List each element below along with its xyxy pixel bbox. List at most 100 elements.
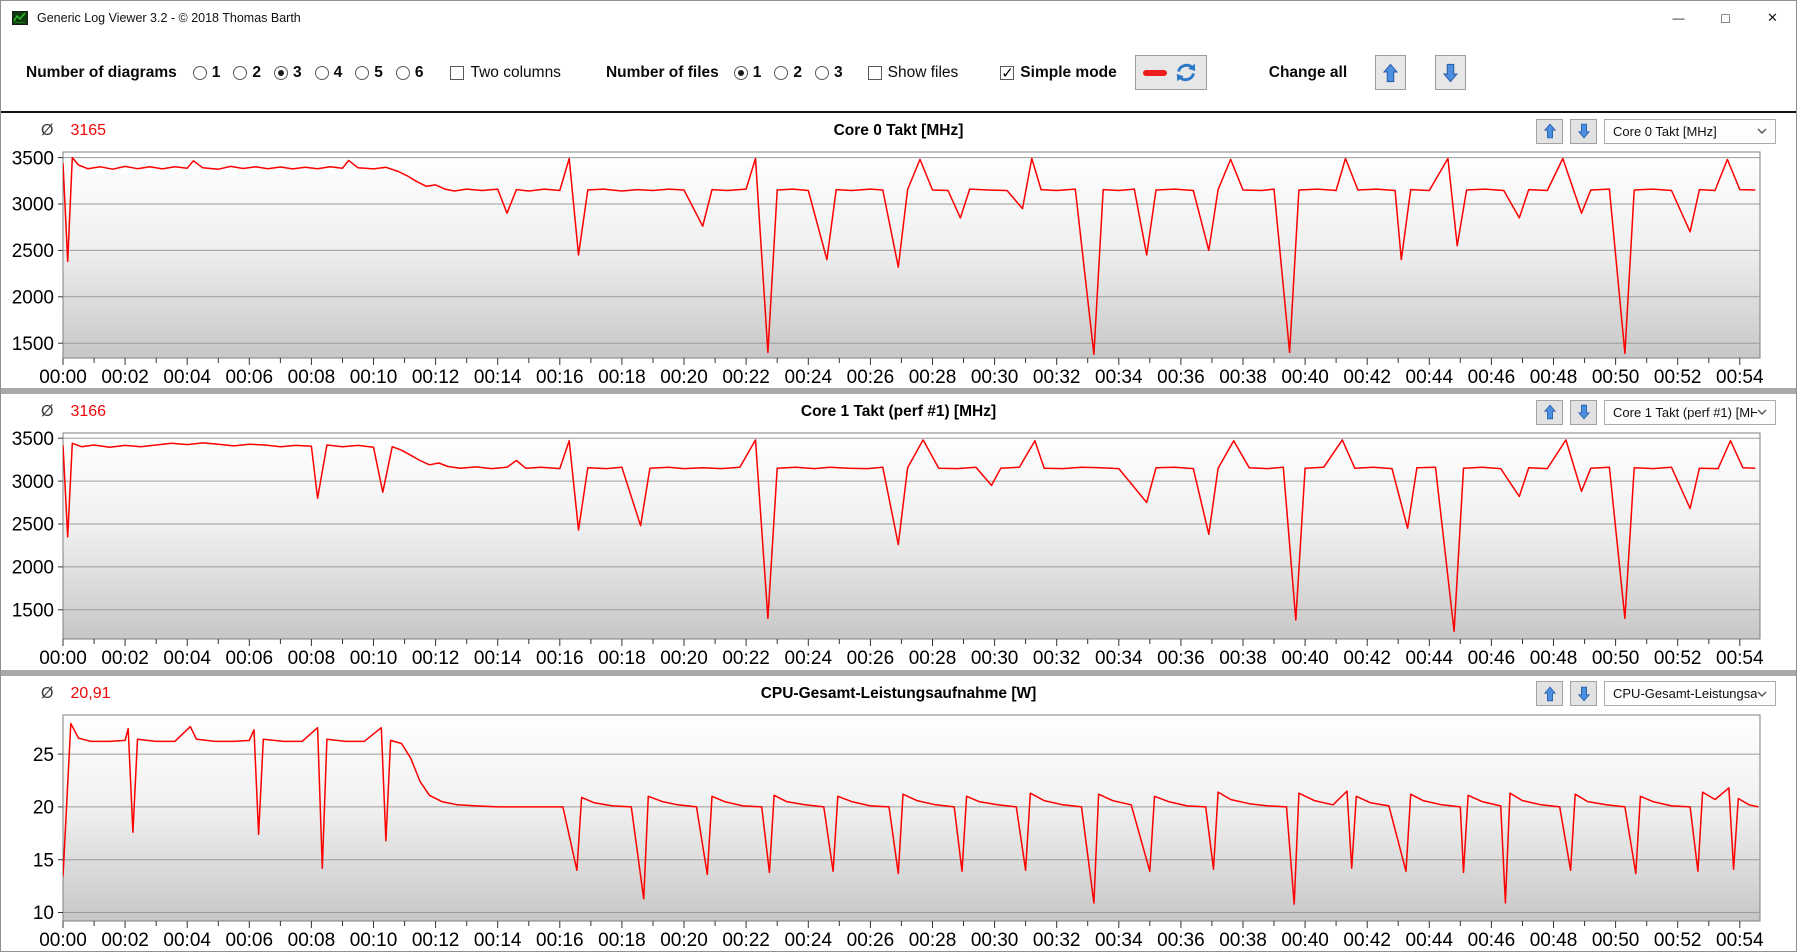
chart3-move-up-button[interactable] [1536, 681, 1563, 707]
files-radio-3[interactable]: 3 [815, 64, 843, 82]
chart1-move-up-button[interactable] [1536, 118, 1563, 144]
svg-text:00:46: 00:46 [1468, 930, 1516, 951]
svg-text:00:14: 00:14 [474, 648, 522, 669]
charts-container: Ø 3165 Core 0 Takt [MHz] Core 0 Takt [MH… [1, 111, 1796, 951]
chart2-move-up-button[interactable] [1536, 399, 1563, 425]
svg-text:00:18: 00:18 [598, 648, 646, 669]
maximize-button[interactable]: □ [1702, 1, 1749, 34]
chart3-move-down-button[interactable] [1570, 681, 1597, 707]
svg-text:00:28: 00:28 [909, 367, 957, 388]
diagrams-radio-3[interactable]: 3 [273, 64, 302, 82]
chevron-down-icon [1757, 409, 1767, 416]
svg-text:00:14: 00:14 [474, 367, 522, 388]
panel-separator[interactable] [1, 388, 1796, 395]
svg-text:00:44: 00:44 [1406, 367, 1454, 388]
svg-text:00:52: 00:52 [1654, 648, 1702, 669]
arrow-up-icon [1543, 123, 1556, 139]
diagrams-radio-4[interactable]: 4 [314, 64, 342, 82]
line-style-refresh-button[interactable] [1134, 55, 1207, 90]
svg-text:2000: 2000 [12, 287, 54, 308]
svg-text:3000: 3000 [12, 472, 54, 493]
svg-text:3000: 3000 [12, 195, 54, 216]
titlebar: Generic Log Viewer 3.2 - © 2018 Thomas B… [1, 1, 1796, 34]
arrow-up-icon [1543, 686, 1556, 702]
svg-text:2500: 2500 [12, 515, 54, 536]
chart2-channel-select[interactable]: Core 1 Takt (perf #1) [MH [1604, 399, 1776, 425]
svg-text:15: 15 [33, 850, 54, 871]
arrow-down-icon [1577, 404, 1590, 420]
svg-text:00:52: 00:52 [1654, 930, 1702, 951]
svg-text:00:42: 00:42 [1343, 930, 1391, 951]
chart3-channel-select[interactable]: CPU-Gesamt-Leistungsau [1604, 681, 1776, 707]
svg-text:00:38: 00:38 [1219, 648, 1267, 669]
svg-text:00:40: 00:40 [1281, 367, 1329, 388]
svg-text:00:34: 00:34 [1095, 930, 1143, 951]
simple-mode-checkbox[interactable]: Simple mode [1000, 64, 1117, 82]
change-all-down-button[interactable] [1435, 55, 1467, 90]
svg-text:00:38: 00:38 [1219, 367, 1267, 388]
chart2-average-value: 3166 [70, 403, 107, 421]
chart1-channel-select[interactable]: Core 0 Takt [MHz] [1604, 118, 1776, 144]
chart1-average-value: 3165 [70, 122, 107, 139]
files-radio-1[interactable]: 1 [733, 64, 761, 82]
svg-text:00:22: 00:22 [722, 648, 770, 669]
svg-text:00:50: 00:50 [1592, 930, 1640, 951]
chart3-plot: 10 15 20 25 00:00 00:02 00:04 00:06 00:08 00:10 00… [9, 709, 1788, 951]
svg-text:3500: 3500 [12, 429, 54, 450]
svg-text:00:08: 00:08 [288, 930, 336, 951]
svg-text:00:20: 00:20 [660, 930, 708, 951]
svg-text:00:02: 00:02 [101, 367, 149, 388]
svg-text:00:02: 00:02 [101, 930, 149, 951]
chart1-move-down-button[interactable] [1570, 118, 1597, 144]
svg-text:00:28: 00:28 [909, 930, 957, 951]
app-logo-icon [12, 10, 28, 26]
chart2-header: Ø 3166 Core 1 Takt (perf #1) [MHz] Core … [9, 397, 1788, 427]
diagrams-radio-6[interactable]: 6 [395, 64, 423, 82]
change-all-up-button[interactable] [1375, 55, 1407, 90]
svg-text:00:54: 00:54 [1716, 367, 1764, 388]
svg-text:00:12: 00:12 [412, 648, 460, 669]
chart2-move-down-button[interactable] [1570, 399, 1597, 425]
chart-panel-2: Ø 3166 Core 1 Takt (perf #1) [MHz] Core … [1, 394, 1796, 669]
svg-text:00:36: 00:36 [1157, 648, 1205, 669]
sync-icon [1174, 62, 1198, 83]
diagrams-radio-5[interactable]: 5 [355, 64, 383, 82]
svg-text:00:36: 00:36 [1157, 367, 1205, 388]
svg-text:00:50: 00:50 [1592, 648, 1640, 669]
svg-text:2000: 2000 [12, 558, 54, 579]
chevron-down-icon [1757, 128, 1767, 134]
svg-text:00:40: 00:40 [1281, 648, 1329, 669]
window-controls: — □ ✕ [1655, 1, 1796, 34]
show-files-checkbox[interactable]: Show files [867, 64, 958, 82]
svg-text:00:30: 00:30 [971, 648, 1019, 669]
svg-text:00:26: 00:26 [847, 648, 895, 669]
svg-text:00:18: 00:18 [598, 930, 646, 951]
svg-text:00:20: 00:20 [660, 648, 708, 669]
diagrams-radio-2[interactable]: 2 [233, 64, 261, 82]
svg-text:00:24: 00:24 [785, 367, 833, 388]
svg-text:00:06: 00:06 [226, 930, 274, 951]
svg-text:00:26: 00:26 [847, 930, 895, 951]
files-radio-2[interactable]: 2 [774, 64, 802, 82]
chart2-controls: Core 1 Takt (perf #1) [MH [1536, 399, 1776, 425]
minimize-button[interactable]: — [1655, 1, 1702, 34]
svg-text:1500: 1500 [12, 334, 54, 355]
svg-text:00:48: 00:48 [1530, 367, 1578, 388]
chart3-header: Ø 20,91 CPU-Gesamt-Leistungsaufnahme [W]… [9, 679, 1788, 709]
diagrams-radio-1[interactable]: 1 [192, 64, 220, 82]
svg-text:00:52: 00:52 [1654, 367, 1702, 388]
chart3-controls: CPU-Gesamt-Leistungsau [1536, 681, 1776, 707]
svg-text:00:46: 00:46 [1468, 648, 1516, 669]
svg-text:00:42: 00:42 [1343, 648, 1391, 669]
svg-text:00:18: 00:18 [598, 367, 646, 388]
svg-text:00:32: 00:32 [1033, 930, 1081, 951]
svg-text:00:48: 00:48 [1530, 930, 1578, 951]
svg-text:00:12: 00:12 [412, 367, 460, 388]
arrow-up-icon [1383, 63, 1399, 83]
average-symbol: Ø [41, 403, 54, 421]
panel-separator[interactable] [1, 669, 1796, 676]
close-button[interactable]: ✕ [1749, 1, 1796, 34]
average-symbol: Ø [41, 122, 54, 139]
two-columns-checkbox[interactable]: Two columns [450, 64, 561, 82]
svg-text:00:16: 00:16 [536, 930, 584, 951]
